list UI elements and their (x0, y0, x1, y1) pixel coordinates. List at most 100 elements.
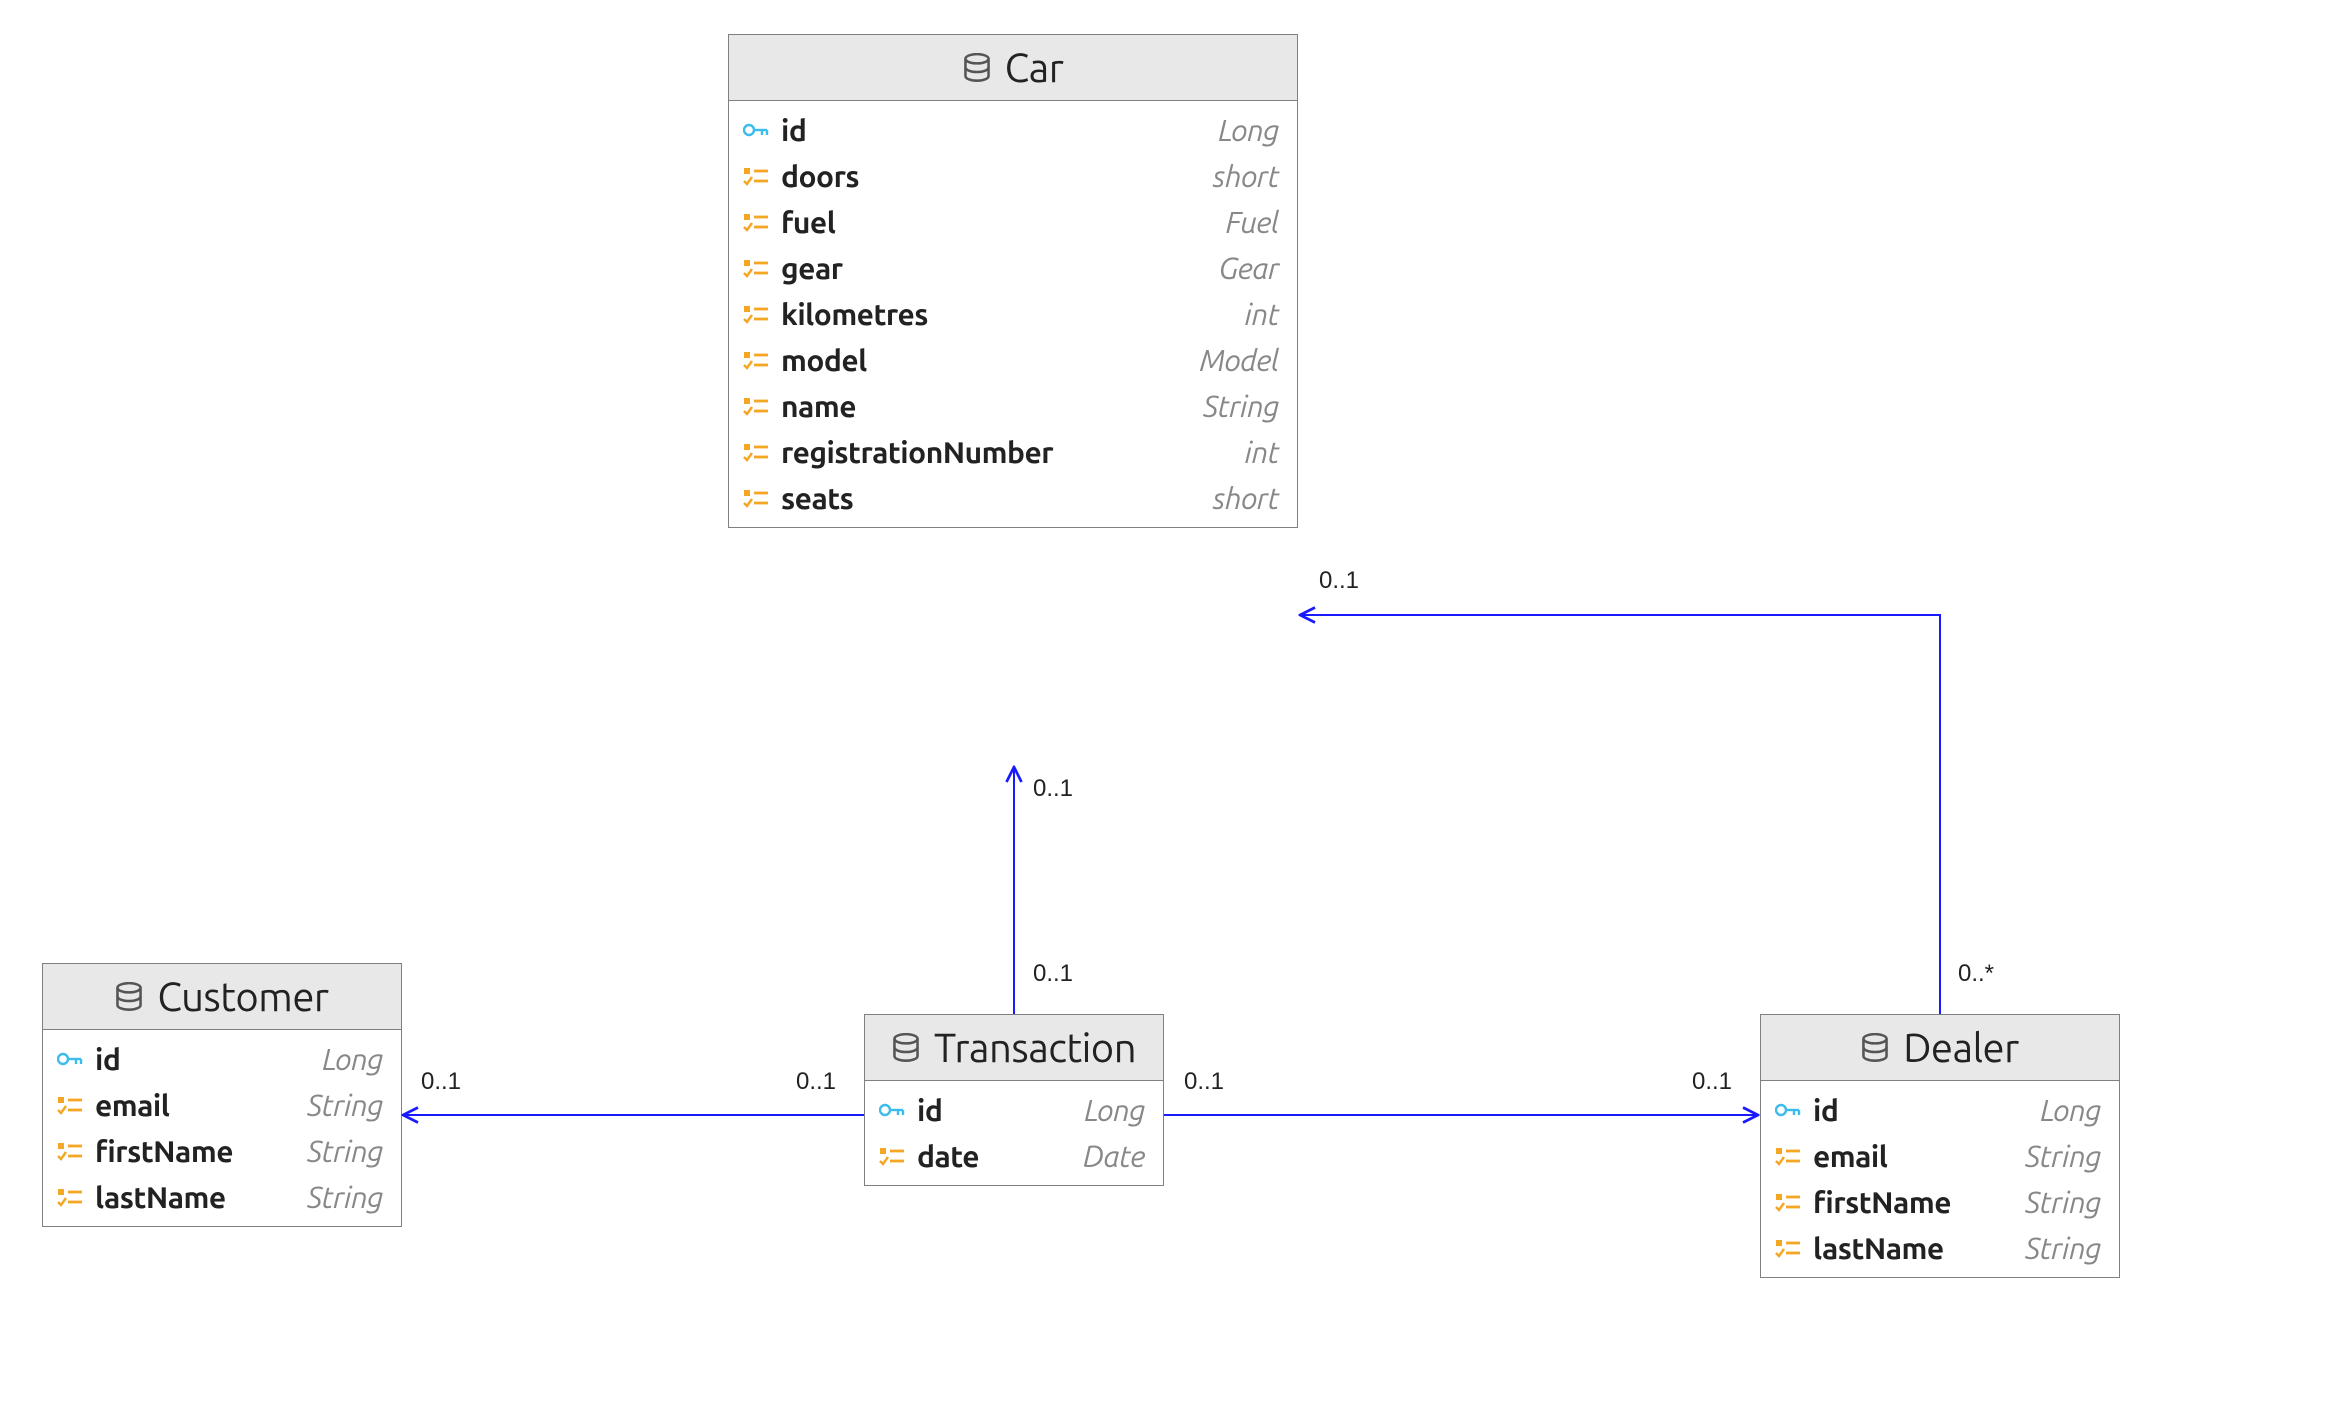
attribute-type: int (1245, 297, 1279, 331)
field-icon (743, 304, 769, 324)
attribute-row[interactable]: nameString (729, 383, 1297, 429)
attribute-row[interactable]: idLong (729, 107, 1297, 153)
attribute-name: date (917, 1139, 979, 1173)
attribute-name: id (917, 1093, 942, 1127)
multiplicity-label: 0..1 (1033, 960, 1073, 988)
attribute-row[interactable]: lastName String (43, 1174, 401, 1220)
field-icon (1775, 1238, 1801, 1258)
field-icon (57, 1187, 83, 1207)
entity-attributes: id Long dateDate (865, 1081, 1163, 1185)
attribute-type: String (307, 1088, 383, 1122)
entity-attributes: idLong doors short fuelFuel gear Gear kilo… (729, 101, 1297, 527)
attribute-row[interactable]: fuelFuel (729, 199, 1297, 245)
attribute-icon (743, 395, 769, 417)
attribute-row[interactable]: seatsshort (729, 475, 1297, 521)
attribute-name: doors (781, 159, 859, 193)
field-icon (743, 350, 769, 370)
attribute-icon (743, 303, 769, 325)
attribute-row[interactable]: registrationNumberint (729, 429, 1297, 475)
entity-attributes: id Long emailString firstName String lastN… (1761, 1081, 2119, 1277)
attribute-type: Long (2040, 1093, 2101, 1127)
entity-attributes: id Long email String firstName String lastN… (43, 1030, 401, 1226)
attribute-row[interactable]: id Long (865, 1087, 1163, 1133)
attribute-type: Long (1084, 1093, 1145, 1127)
attribute-type: int (1245, 435, 1279, 469)
attribute-icon (743, 349, 769, 371)
attribute-row[interactable]: dateDate (865, 1133, 1163, 1179)
entity-customer[interactable]: Customer id Long email String firstName Str… (42, 963, 402, 1227)
attribute-name: email (95, 1088, 169, 1122)
field-icon (743, 212, 769, 232)
attribute-name: lastName (1813, 1231, 1944, 1265)
attribute-row[interactable]: id Long (1761, 1087, 2119, 1133)
attribute-row[interactable]: doors short (729, 153, 1297, 199)
attribute-type: String (1203, 389, 1279, 423)
field-icon (743, 166, 769, 186)
key-icon (743, 120, 769, 140)
attribute-row[interactable]: emailString (1761, 1133, 2119, 1179)
key-icon (1775, 1100, 1801, 1120)
attribute-name: id (95, 1042, 120, 1076)
diagram-canvas: Car idLong doors short fuelFuel gear Gear … (0, 0, 2326, 1423)
entity-title: Transaction (934, 1025, 1136, 1070)
attribute-icon (743, 487, 769, 509)
attribute-row[interactable]: kilometres int (729, 291, 1297, 337)
attribute-name: firstName (95, 1134, 233, 1168)
attribute-name: model (781, 343, 867, 377)
attribute-type: Long (322, 1042, 383, 1076)
entity-dealer[interactable]: Dealer id Long emailString firstName Strin… (1760, 1014, 2120, 1278)
attribute-name: id (1813, 1093, 1838, 1127)
primary-key-icon (1775, 1099, 1801, 1121)
attribute-row[interactable]: email String (43, 1082, 401, 1128)
attribute-row[interactable]: lastName String (1761, 1225, 2119, 1271)
multiplicity-label: 0..1 (1692, 1068, 1732, 1096)
entity-title: Car (1005, 45, 1064, 90)
attribute-row[interactable]: firstName String (1761, 1179, 2119, 1225)
database-icon (115, 982, 143, 1012)
entity-header: Customer (43, 964, 401, 1030)
field-icon (57, 1141, 83, 1161)
entity-car[interactable]: Car idLong doors short fuelFuel gear Gear … (728, 34, 1298, 528)
attribute-name: seats (781, 481, 853, 515)
attribute-type: Long (1218, 113, 1279, 147)
field-icon (879, 1146, 905, 1166)
attribute-name: firstName (1813, 1185, 1951, 1219)
attribute-icon (1775, 1191, 1801, 1213)
attribute-icon (743, 441, 769, 463)
attribute-type: String (2025, 1139, 2101, 1173)
attribute-type: String (2025, 1185, 2101, 1219)
attribute-type: short (1213, 159, 1279, 193)
attribute-icon (743, 257, 769, 279)
primary-key-icon (879, 1099, 905, 1121)
attribute-row[interactable]: firstName String (43, 1128, 401, 1174)
attribute-type: String (2025, 1231, 2101, 1265)
entity-header: Car (729, 35, 1297, 101)
attribute-name: kilometres (781, 297, 928, 331)
multiplicity-label: 0..1 (1184, 1068, 1224, 1096)
entity-transaction[interactable]: Transaction id Long dateDate (864, 1014, 1164, 1186)
entity-title: Dealer (1903, 1025, 2019, 1070)
attribute-type: Gear (1219, 251, 1279, 285)
attribute-icon (1775, 1145, 1801, 1167)
attribute-icon (57, 1094, 83, 1116)
attribute-type: String (307, 1180, 383, 1214)
primary-key-icon (57, 1048, 83, 1070)
field-icon (57, 1095, 83, 1115)
attribute-name: gear (781, 251, 843, 285)
attribute-row[interactable]: gear Gear (729, 245, 1297, 291)
multiplicity-label: 0..1 (796, 1068, 836, 1096)
attribute-name: lastName (95, 1180, 226, 1214)
field-icon (1775, 1192, 1801, 1212)
attribute-row[interactable]: modelModel (729, 337, 1297, 383)
field-icon (743, 396, 769, 416)
attribute-type: String (307, 1134, 383, 1168)
database-icon (963, 53, 991, 83)
edge-dealer-car[interactable] (1300, 615, 1940, 1014)
entity-header: Dealer (1761, 1015, 2119, 1081)
field-icon (743, 258, 769, 278)
entity-header: Transaction (865, 1015, 1163, 1081)
multiplicity-label: 0..1 (1033, 775, 1073, 803)
attribute-icon (743, 165, 769, 187)
field-icon (1775, 1146, 1801, 1166)
attribute-row[interactable]: id Long (43, 1036, 401, 1082)
